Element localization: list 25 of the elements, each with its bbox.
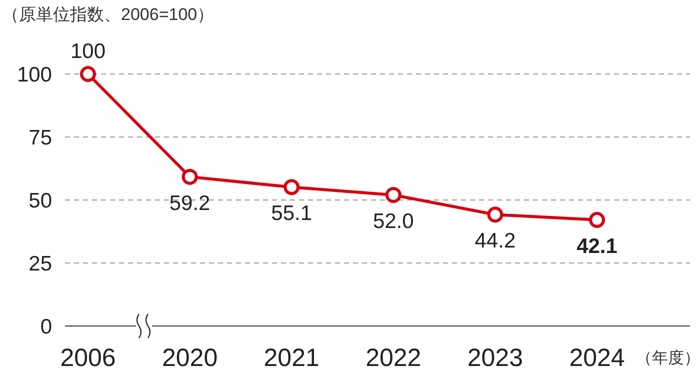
- data-label: 59.2: [169, 192, 210, 215]
- data-label: 55.1: [271, 202, 312, 226]
- x-axis-title: （年度）: [636, 349, 700, 367]
- point: [80, 66, 96, 82]
- point: [589, 212, 605, 228]
- y-tick-label: 25: [28, 252, 52, 276]
- x-tick-label: 2023: [467, 344, 524, 372]
- y-tick-label: 100: [16, 63, 52, 86]
- data-label: 100: [70, 40, 106, 63]
- x-tick-label: 2024: [569, 344, 625, 372]
- y-axis-title: （原単位指数、2006=100）: [2, 5, 214, 24]
- x-tick-label: 2020: [162, 344, 218, 372]
- point: [487, 206, 504, 223]
- y-tick-label: 0: [40, 315, 52, 338]
- x-tick-label: 2021: [264, 344, 320, 372]
- data-label: 44.2: [474, 230, 516, 253]
- data-label: 52.0: [372, 210, 414, 233]
- point: [284, 179, 300, 196]
- x-tick-label: 2022: [366, 344, 422, 372]
- data-label: 42.1: [576, 234, 618, 258]
- point: [385, 186, 402, 203]
- x-tick-label: 2006: [60, 344, 116, 372]
- y-tick-label: 50: [28, 189, 52, 212]
- y-tick-label: 75: [28, 126, 52, 150]
- point: [182, 168, 198, 185]
